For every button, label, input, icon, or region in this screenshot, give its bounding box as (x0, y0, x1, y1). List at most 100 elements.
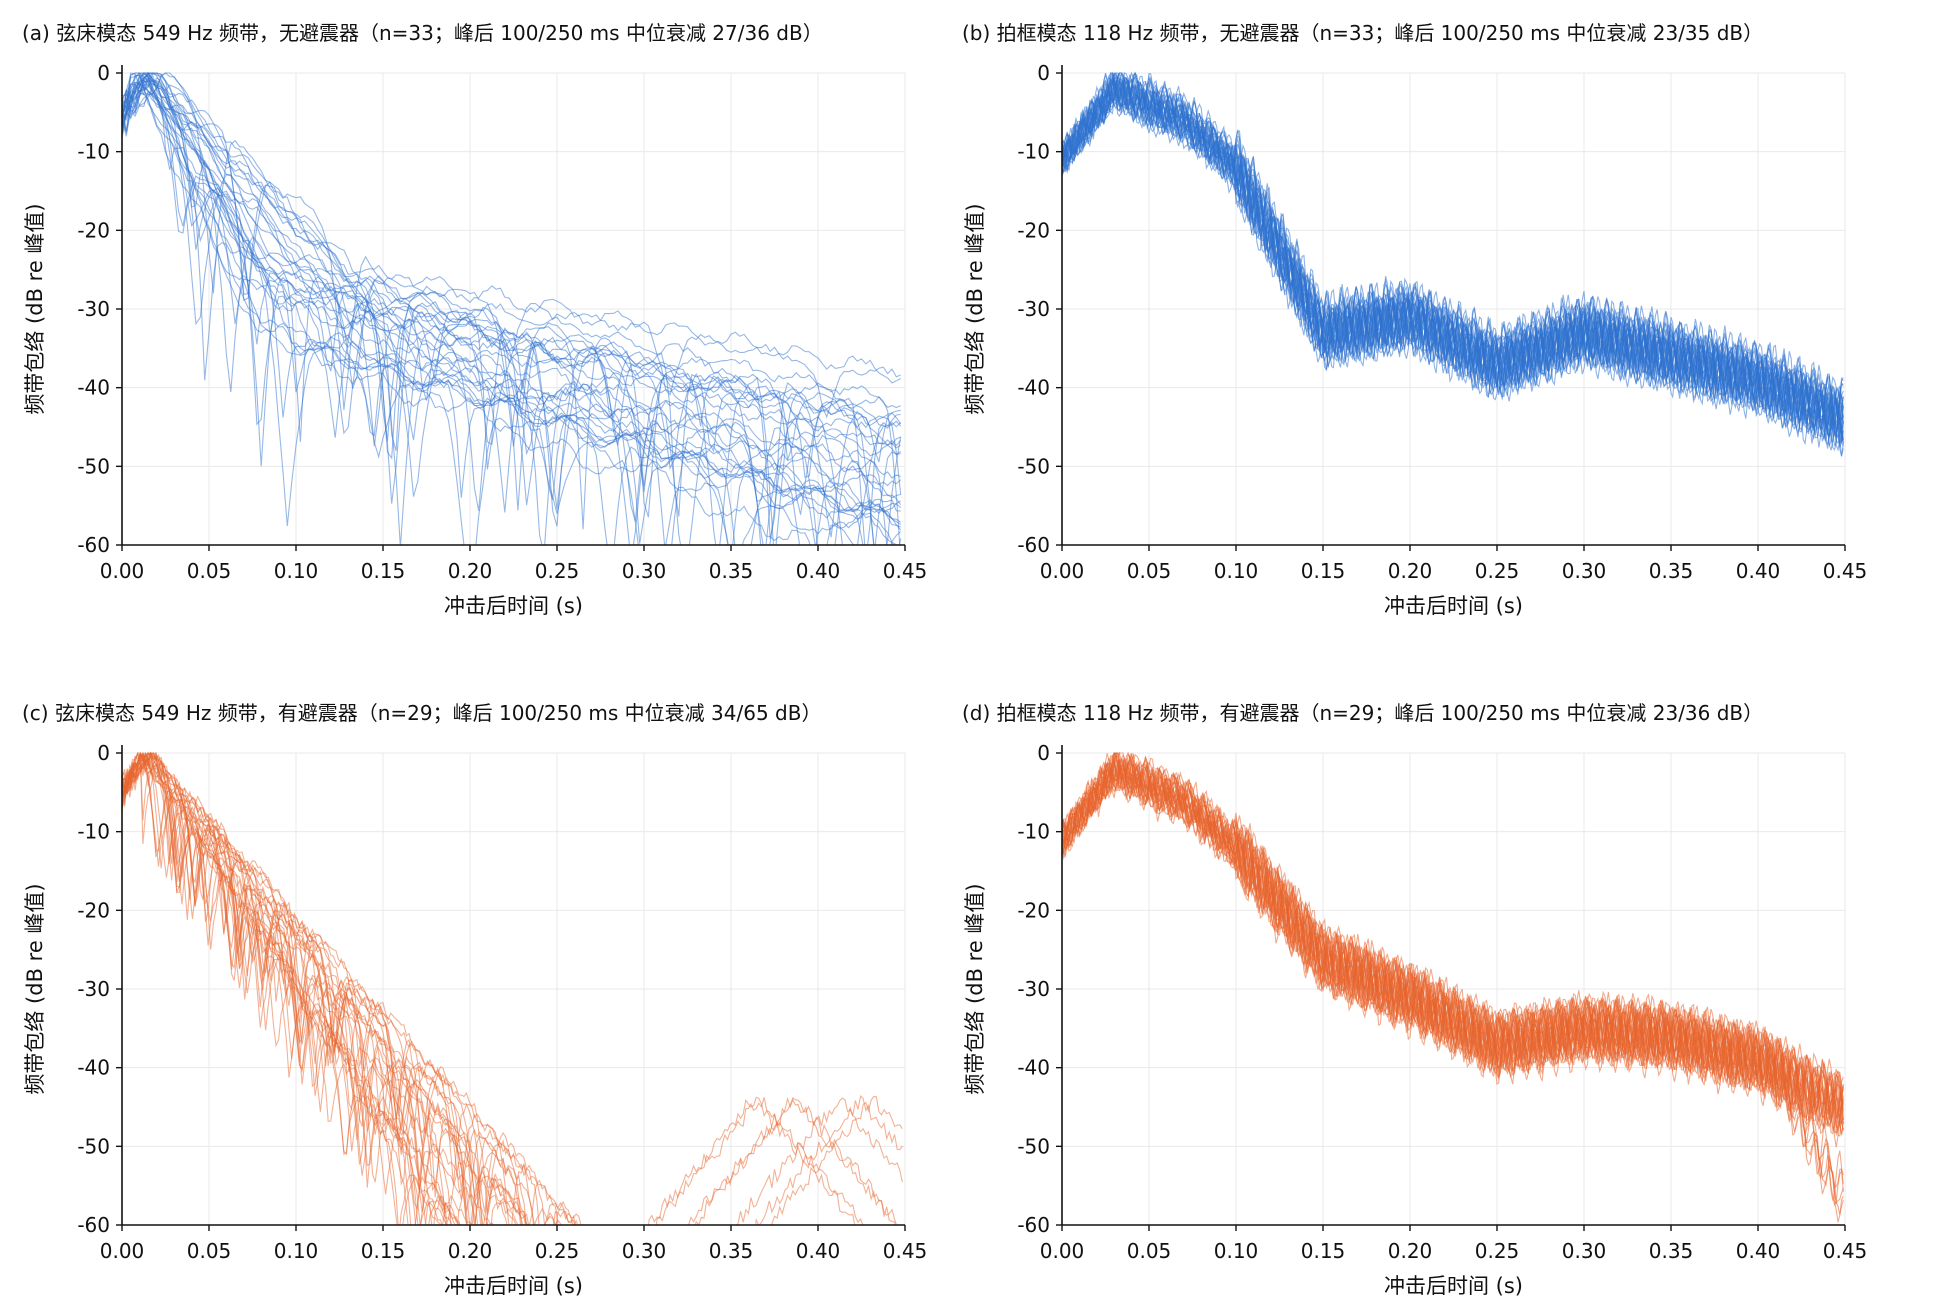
trace-c-13 (122, 751, 526, 1225)
trace-c-24 (122, 752, 536, 1225)
x-tick-label: 0.35 (709, 1239, 754, 1263)
trace-c-29 (122, 752, 517, 1225)
trace-b-26 (1062, 81, 1844, 447)
x-tick-label: 0.10 (1214, 1239, 1259, 1263)
trace-c-19 (122, 752, 898, 1225)
trace-c-14 (122, 752, 559, 1225)
trace-c-10 (122, 752, 519, 1225)
x-tick-label: 0.20 (448, 1239, 493, 1263)
traces-c (122, 751, 903, 1225)
x-axis-label: 冲击后时间 (s) (1384, 594, 1523, 618)
panel-a: (a) 弦床模态 549 Hz 频带，无避震器（n=33；峰后 100/250 … (22, 21, 927, 618)
y-tick-label: -30 (1017, 977, 1050, 1001)
y-axis-label: 频带包络 (dB re 峰值) (23, 203, 47, 414)
trace-a-27 (122, 82, 902, 538)
panel-title-b: (b) 拍框模态 118 Hz 频带，无避震器（n=33；峰后 100/250 … (962, 21, 1763, 45)
x-tick-label: 0.10 (274, 559, 319, 583)
traces-a (122, 71, 902, 545)
panel-title-a: (a) 弦床模态 549 Hz 频带，无避震器（n=33；峰后 100/250 … (22, 21, 823, 45)
trace-a-31 (122, 73, 902, 531)
x-tick-label: 0.00 (100, 559, 145, 583)
x-tick-label: 0.10 (1214, 559, 1259, 583)
trace-c-23 (122, 751, 864, 1225)
trace-c-2 (122, 753, 530, 1225)
trace-c-6 (122, 752, 460, 1225)
x-tick-label: 0.40 (1736, 559, 1781, 583)
trace-c-12 (122, 752, 448, 1225)
trace-c-27 (122, 753, 896, 1225)
trace-b-31 (1062, 72, 1844, 448)
trace-c-20 (122, 752, 508, 1225)
trace-d-25 (1062, 762, 1844, 1205)
x-tick-label: 0.45 (883, 1239, 928, 1263)
traces-b (1062, 71, 1844, 457)
trace-d-9 (1062, 752, 1844, 1201)
y-tick-label: 0 (1037, 61, 1050, 85)
x-tick-label: 0.05 (187, 1239, 232, 1263)
y-tick-label: -60 (1017, 1213, 1050, 1237)
trace-c-28 (122, 752, 903, 1225)
trace-a-3 (122, 80, 902, 545)
x-tick-label: 0.25 (1475, 559, 1520, 583)
trace-c-22 (122, 752, 582, 1225)
x-tick-label: 0.30 (1562, 1239, 1607, 1263)
x-tick-label: 0.30 (622, 1239, 667, 1263)
trace-a-17 (122, 72, 902, 545)
trace-c-1 (122, 752, 453, 1225)
x-tick-label: 0.10 (274, 1239, 319, 1263)
trace-a-24 (122, 72, 901, 545)
trace-a-26 (122, 71, 902, 456)
x-tick-label: 0.45 (1823, 559, 1868, 583)
trace-a-9 (122, 76, 902, 545)
trace-d-29 (1062, 752, 1844, 1135)
x-tick-label: 0.05 (1127, 1239, 1172, 1263)
y-tick-label: -30 (77, 977, 110, 1001)
x-axis-label: 冲击后时间 (s) (444, 1274, 583, 1298)
x-tick-label: 0.00 (100, 1239, 145, 1263)
y-tick-label: -10 (77, 140, 110, 164)
y-tick-label: 0 (1037, 741, 1050, 765)
trace-c-17 (122, 751, 524, 1225)
traces-d (1062, 751, 1844, 1223)
trace-c-11 (122, 758, 442, 1225)
x-tick-label: 0.30 (1562, 559, 1607, 583)
trace-c-18 (122, 755, 576, 1225)
x-tick-label: 0.05 (187, 559, 232, 583)
trace-c-9 (122, 756, 457, 1225)
x-tick-label: 0.20 (1388, 559, 1433, 583)
x-tick-label: 0.40 (796, 1239, 841, 1263)
y-axis-label: 频带包络 (dB re 峰值) (23, 883, 47, 1094)
panel-title-d: (d) 拍框模态 118 Hz 频带，有避震器（n=29；峰后 100/250 … (962, 701, 1763, 725)
panel-title-c: (c) 弦床模态 549 Hz 频带，有避震器（n=29；峰后 100/250 … (22, 701, 821, 725)
y-axis-label: 频带包络 (dB re 峰值) (963, 203, 987, 414)
x-tick-label: 0.20 (1388, 1239, 1433, 1263)
trace-c-5 (122, 751, 473, 1225)
trace-c-16 (122, 751, 856, 1225)
x-tick-label: 0.00 (1040, 559, 1085, 583)
y-tick-label: -30 (77, 297, 110, 321)
trace-c-4 (122, 751, 461, 1225)
y-tick-label: -50 (1017, 454, 1050, 478)
y-tick-label: -50 (77, 1134, 110, 1158)
trace-c-15 (122, 752, 477, 1225)
y-tick-label: -40 (1017, 1056, 1050, 1080)
y-tick-label: -10 (77, 820, 110, 844)
trace-b-33 (1062, 83, 1844, 430)
x-tick-label: 0.05 (1127, 559, 1172, 583)
panel-d: (d) 拍框模态 118 Hz 频带，有避震器（n=29；峰后 100/250 … (962, 701, 1867, 1298)
x-tick-label: 0.15 (361, 1239, 406, 1263)
x-tick-label: 0.45 (883, 559, 928, 583)
trace-a-33 (122, 73, 901, 384)
panel-b: (b) 拍框模态 118 Hz 频带，无避震器（n=33；峰后 100/250 … (962, 21, 1867, 618)
y-tick-label: -50 (1017, 1134, 1050, 1158)
x-tick-label: 0.15 (1301, 559, 1346, 583)
trace-c-21 (122, 751, 903, 1225)
trace-c-25 (122, 751, 903, 1225)
x-tick-label: 0.00 (1040, 1239, 1085, 1263)
trace-a-7 (122, 72, 902, 506)
x-tick-label: 0.30 (622, 559, 667, 583)
trace-a-32 (122, 72, 898, 545)
x-tick-label: 0.25 (1475, 1239, 1520, 1263)
y-tick-label: -20 (77, 898, 110, 922)
